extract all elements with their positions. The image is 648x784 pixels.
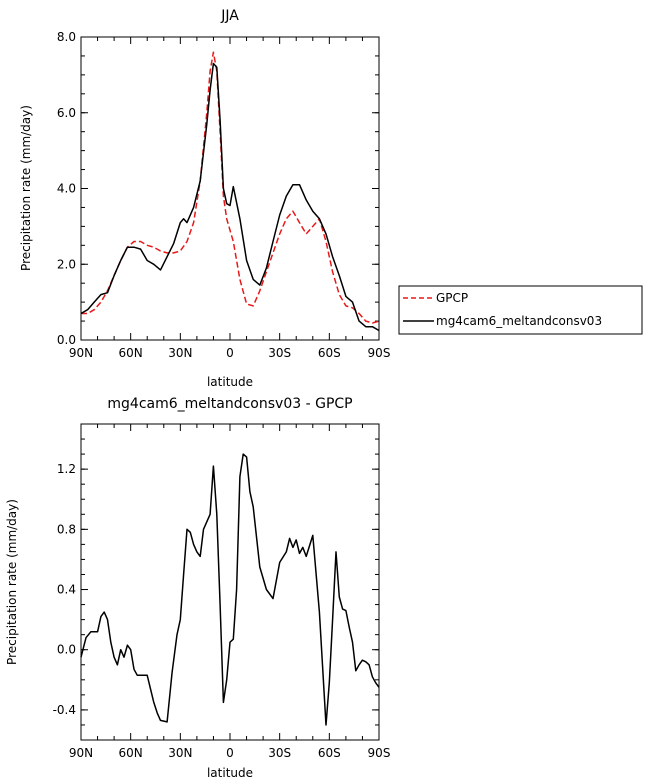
chart-title-top: JJA	[220, 8, 239, 24]
x-tick-label: 90N	[69, 746, 93, 760]
series-group-top	[80, 51, 380, 332]
legend-box	[398, 285, 643, 335]
y-tick-label: -0.4	[53, 703, 76, 717]
y-axis-label-bottom: Precipitation rate (mm/day)	[5, 499, 19, 665]
legend-label-gpcp: GPCP	[436, 291, 468, 305]
y-axis-label-top: Precipitation rate (mm/day)	[19, 105, 33, 271]
x-tick-label: 0	[226, 746, 234, 760]
x-tick-label: 30S	[268, 346, 291, 360]
x-axis-label-bottom: latitude	[207, 766, 253, 780]
legend-label-model: mg4cam6_meltandconsv03	[436, 314, 602, 328]
series-line-mg4cam6-meltandconsv03	[80, 62, 380, 332]
y-tick-label: 8.0	[57, 30, 76, 44]
x-tick-label: 90S	[368, 746, 391, 760]
chart-title-bottom: mg4cam6_meltandconsv03 - GPCP	[107, 396, 352, 412]
panel-top: JJA 90N 60N 30N 0 30S 60S 90S 0.0 2.0 4.0 6.0 8.0 l…	[19, 8, 643, 389]
y-tick-label: 1.2	[57, 462, 76, 476]
x-tick-label: 30N	[168, 746, 192, 760]
y-tick-label: 6.0	[57, 106, 76, 120]
x-tick-label: 60S	[318, 746, 341, 760]
x-tick-label: 60S	[318, 346, 341, 360]
x-tick-label: 30N	[168, 346, 192, 360]
x-tick-label: 90N	[69, 346, 93, 360]
tick-group-bottom: 90N 60N 30N 0 30S 60S 90S -0.4 0.0 0.4 0.8 1.2	[53, 423, 391, 760]
x-tick-label: 60N	[119, 746, 143, 760]
legend: GPCP mg4cam6_meltandconsv03	[398, 285, 643, 335]
x-tick-label: 0	[226, 346, 234, 360]
x-tick-label: 30S	[268, 746, 291, 760]
x-tick-label: 60N	[119, 346, 143, 360]
x-tick-label: 90S	[368, 346, 391, 360]
y-tick-label: 4.0	[57, 182, 76, 196]
y-tick-label: 0.0	[57, 333, 76, 347]
tick-group-top: 90N 60N 30N 0 30S 60S 90S 0.0 2.0 4.0 6.0 8.0	[57, 30, 391, 360]
y-tick-label: 0.8	[57, 522, 76, 536]
x-axis-label-top: latitude	[207, 375, 253, 389]
panel-bottom: mg4cam6_meltandconsv03 - GPCP 90N 60N 30N 0…	[5, 396, 390, 780]
y-tick-label: 2.0	[57, 257, 76, 271]
y-tick-label: 0.0	[57, 643, 76, 657]
plot-frame-top	[80, 36, 380, 341]
series-group-bottom	[80, 453, 380, 726]
series-line-gpcp	[81, 51, 380, 324]
series-line-difference	[80, 453, 380, 726]
y-tick-label: 0.4	[57, 583, 76, 597]
